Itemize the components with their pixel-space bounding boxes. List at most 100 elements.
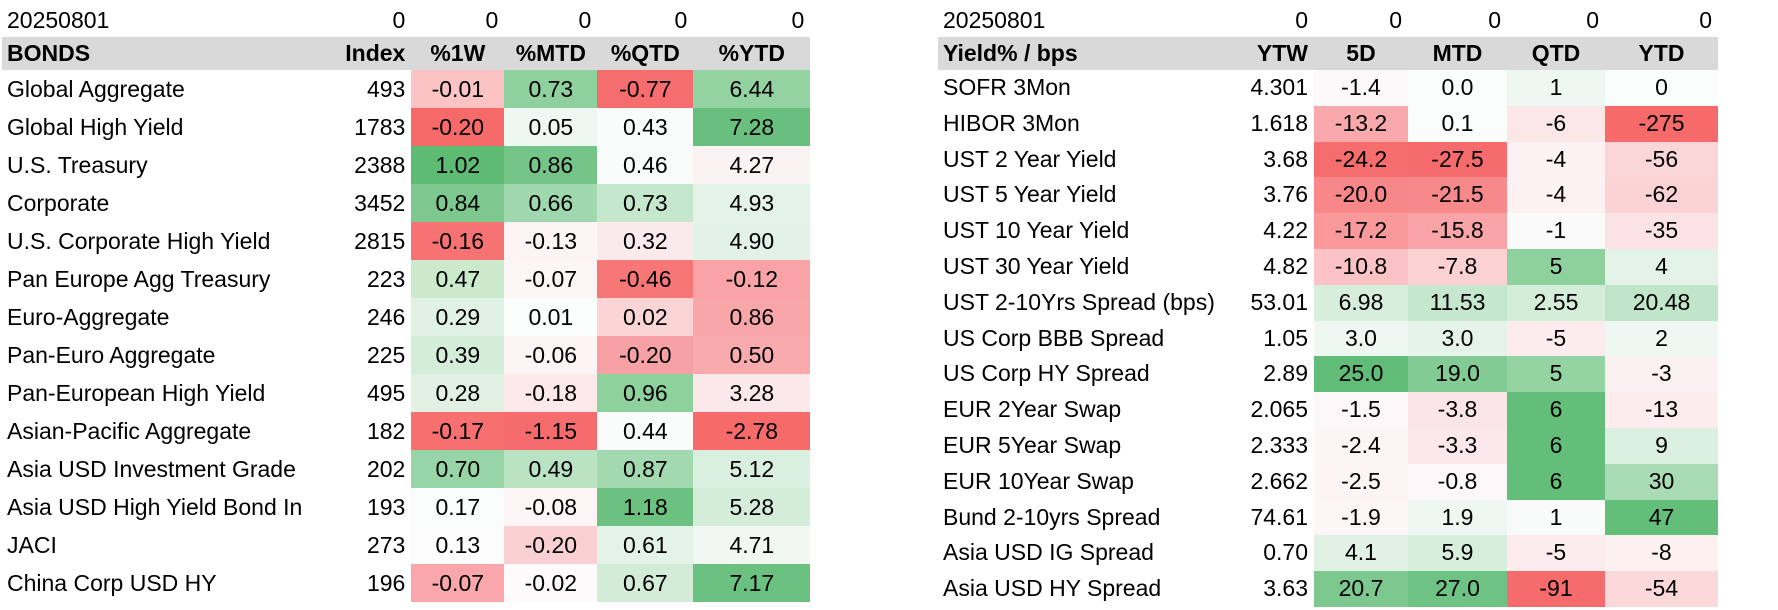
column-header: 5D [1314, 37, 1408, 70]
heatmap-cell-w1: 0.47 [411, 260, 505, 298]
heatmap-cell-w1: 1.02 [411, 146, 505, 184]
heatmap-cell-d5: -2.5 [1314, 463, 1408, 500]
row-label: Pan Europe Agg Treasury [7, 266, 271, 292]
row-label: Pan-European High Yield [7, 380, 266, 406]
heatmap-cell-qtd: 1 [1507, 499, 1605, 536]
heatmap-cell-ytd: 4.90 [693, 222, 811, 260]
date-row-value: 0 [1221, 4, 1314, 37]
date-row-value: 0 [411, 4, 505, 37]
row-label: US Corp BBB Spread [943, 324, 1165, 351]
heatmap-cell-mtd: 0.49 [504, 450, 598, 488]
row-ytw-value: 3.63 [1263, 575, 1308, 602]
table-row: Pan-Euro Aggregate 225 0.39 -0.06 -0.20 0.50 [2, 336, 811, 374]
date-row-value: 0 [597, 4, 694, 37]
heatmap-cell-ytd: -56 [1605, 141, 1718, 178]
yields-date: 20250801 [938, 4, 1221, 37]
row-ytw-value: 53.01 [1250, 288, 1308, 315]
heatmap-cell-mtd: 27.0 [1408, 571, 1507, 607]
heatmap-cell-w1: 0.29 [411, 298, 505, 336]
table-row: US Corp HY Spread 2.89 25.0 19.0 5 -3 [938, 356, 1718, 393]
row-label: UST 10 Year Yield [943, 217, 1130, 244]
heatmap-cell-w1: -0.01 [411, 70, 505, 108]
table-row: Asia USD High Yield Bond In 193 0.17 -0.08 1… [2, 488, 811, 526]
table-row: Bund 2-10yrs Spread 74.61 -1.9 1.9 1 47 [938, 499, 1718, 536]
heatmap-cell-d5: -13.2 [1314, 105, 1408, 142]
table-row: Asia USD HY Spread 3.63 20.7 27.0 -91 -54 [938, 571, 1718, 607]
row-index-value: 2388 [354, 152, 406, 178]
heatmap-cell-qtd: 5 [1507, 248, 1605, 285]
heatmap-cell-ytd: -3 [1605, 356, 1718, 393]
heatmap-cell-mtd: 0.01 [504, 298, 598, 336]
table-row: U.S. Corporate High Yield 2815 -0.16 -0.13 0… [2, 222, 811, 260]
heatmap-cell-ytd: 0.86 [693, 298, 811, 336]
heatmap-cell-d5: -17.2 [1314, 213, 1408, 249]
row-label: Asian-Pacific Aggregate [7, 418, 252, 444]
heatmap-cell-ytd: 6.44 [693, 70, 811, 108]
heatmap-cell-mtd: -7.8 [1408, 248, 1507, 285]
table-row: Global Aggregate 493 -0.01 0.73 -0.77 6.44 [2, 70, 811, 108]
heatmap-cell-d5: -2.4 [1314, 427, 1408, 464]
heatmap-cell-ytd: 4.27 [693, 146, 811, 184]
row-label: HIBOR 3Mon [943, 109, 1080, 136]
heatmap-cell-d5: 4.1 [1314, 535, 1408, 572]
date-row-value: 0 [302, 4, 412, 37]
row-ytw-value: 1.05 [1263, 324, 1308, 351]
row-ytw-value: 1.618 [1250, 109, 1308, 136]
column-header: BONDS [2, 37, 303, 70]
table-row: US Corp BBB Spread 1.05 3.0 3.0 -5 2 [938, 320, 1718, 357]
row-label: UST 2-10Yrs Spread (bps) [943, 288, 1215, 315]
heatmap-cell-mtd: 0.66 [504, 184, 598, 222]
column-header: QTD [1507, 37, 1605, 70]
column-header: Index [302, 37, 412, 70]
heatmap-cell-mtd: 0.1 [1408, 105, 1507, 142]
date-row-value: 0 [693, 4, 811, 37]
heatmap-cell-w1: 0.17 [411, 488, 505, 526]
heatmap-cell-qtd: 0.02 [597, 298, 694, 336]
heatmap-cell-d5: 3.0 [1314, 320, 1408, 357]
heatmap-cell-mtd: -3.8 [1408, 392, 1507, 428]
heatmap-cell-d5: -1.9 [1314, 499, 1408, 536]
bonds-table: 20250801 0 0 0 0 0 BONDS Index %1W %MTD … [2, 4, 811, 602]
row-label: UST 30 Year Yield [943, 252, 1130, 279]
heatmap-cell-mtd: 0.86 [504, 146, 598, 184]
heatmap-cell-mtd: 3.0 [1408, 320, 1507, 357]
heatmap-cell-ytd: -0.12 [693, 260, 811, 298]
heatmap-cell-mtd: -27.5 [1408, 141, 1507, 178]
row-label: Global High Yield [7, 114, 184, 140]
heatmap-cell-ytd: 4.93 [693, 184, 811, 222]
heatmap-cell-qtd: -5 [1507, 320, 1605, 357]
heatmap-cell-mtd: -0.08 [504, 488, 598, 526]
heatmap-cell-d5: 20.7 [1314, 571, 1408, 607]
row-label: China Corp USD HY [7, 570, 217, 596]
row-label: Asia USD IG Spread [943, 539, 1154, 566]
row-label: Pan-Euro Aggregate [7, 342, 216, 368]
row-index-value: 1783 [354, 114, 406, 140]
heatmap-cell-mtd: 0.73 [504, 70, 598, 108]
row-index-value: 3452 [354, 190, 406, 216]
row-label: EUR 10Year Swap [943, 467, 1134, 494]
column-header: %1W [411, 37, 505, 70]
heatmap-cell-ytd: -35 [1605, 213, 1718, 249]
heatmap-cell-ytd: 47 [1605, 499, 1718, 536]
date-row-value: 0 [1408, 4, 1507, 37]
row-label: US Corp HY Spread [943, 360, 1150, 387]
heatmap-cell-mtd: -1.15 [504, 412, 598, 450]
heatmap-cell-w1: -0.20 [411, 108, 505, 146]
row-ytw-value: 74.61 [1250, 503, 1308, 530]
heatmap-cell-mtd: -0.07 [504, 260, 598, 298]
heatmap-cell-mtd: -0.06 [504, 336, 598, 374]
row-index-value: 493 [366, 76, 406, 102]
heatmap-cell-qtd: 0.96 [597, 374, 694, 412]
row-index-value: 193 [366, 494, 406, 520]
heatmap-cell-ytd: 5.12 [693, 450, 811, 488]
row-ytw-value: 0.70 [1263, 539, 1308, 566]
row-ytw-value: 2.89 [1263, 360, 1308, 387]
table-row: UST 2-10Yrs Spread (bps) 53.01 6.98 11.53 2.… [938, 284, 1718, 321]
table-row: UST 30 Year Yield 4.82 -10.8 -7.8 5 4 [938, 248, 1718, 285]
column-header: MTD [1408, 37, 1507, 70]
heatmap-cell-w1: 0.70 [411, 450, 505, 488]
heatmap-cell-w1: 0.13 [411, 526, 505, 564]
heatmap-cell-qtd: 1.18 [597, 488, 694, 526]
heatmap-cell-mtd: -0.8 [1408, 463, 1507, 500]
table-row: U.S. Treasury 2388 1.02 0.86 0.46 4.27 [2, 146, 811, 184]
